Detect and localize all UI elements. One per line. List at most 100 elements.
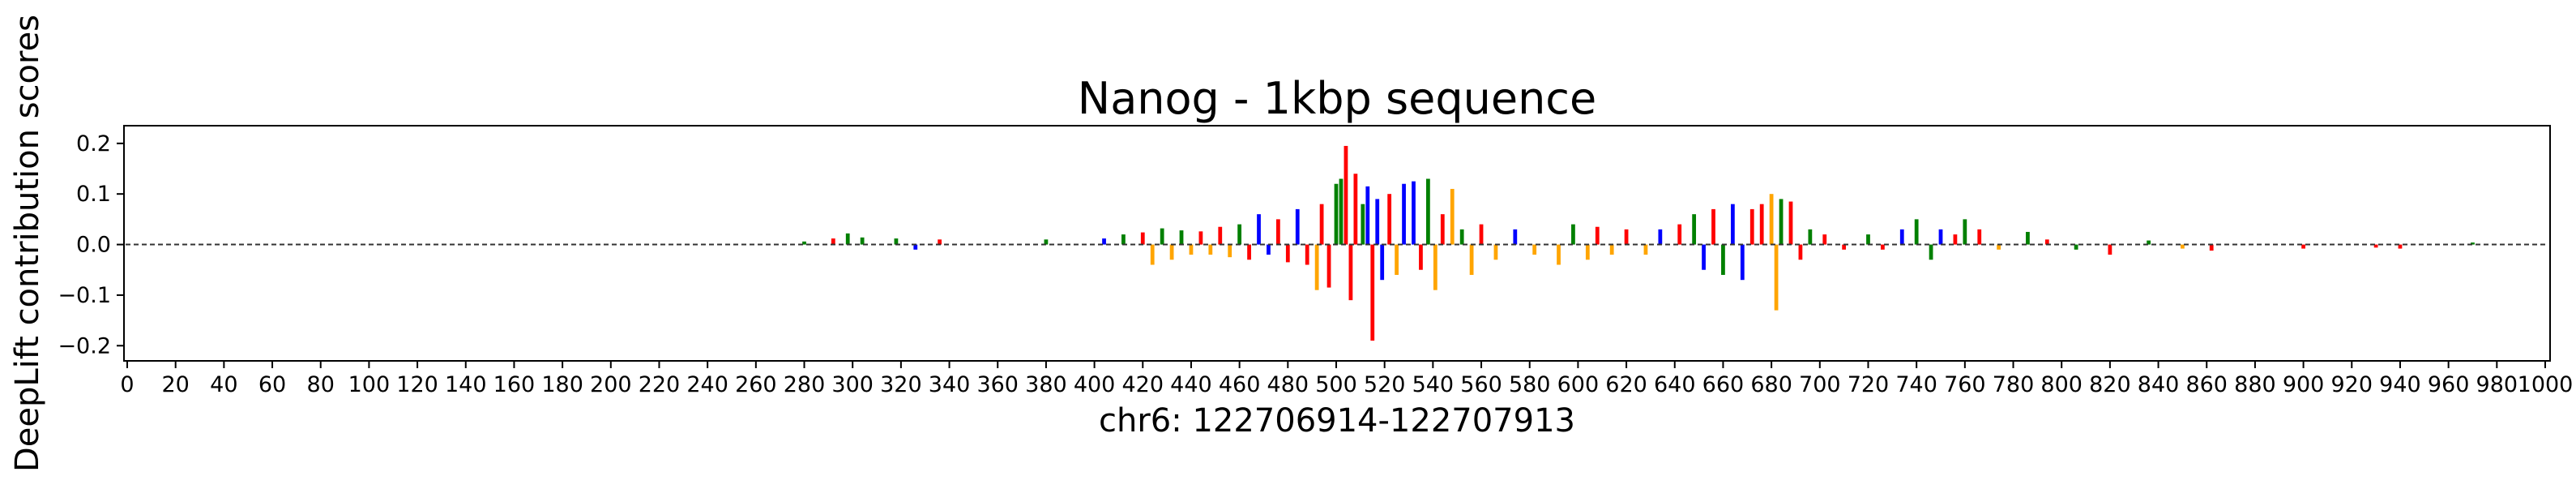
contribution-bar [1257, 214, 1261, 245]
contribution-bar [1880, 244, 1885, 250]
contribution-bar [1198, 231, 1203, 245]
contribution-bar [894, 238, 899, 245]
x-tick-label: 720 [1848, 372, 1890, 397]
contribution-bar [1759, 204, 1764, 245]
contribution-bar [2209, 244, 2214, 251]
contribution-bar [1228, 244, 1232, 258]
contribution-bar [1402, 183, 1406, 245]
x-tick-label: 300 [831, 372, 874, 397]
contribution-bar [1387, 194, 1392, 245]
contribution-bar [1334, 183, 1339, 245]
contribution-bar [1426, 178, 1430, 245]
x-tick-label: 660 [1702, 372, 1745, 397]
contribution-bar [2471, 242, 2475, 245]
contribution-bar [1532, 244, 1537, 255]
x-tick-label: 580 [1509, 372, 1551, 397]
x-tick-label: 920 [2331, 372, 2373, 397]
contribution-bar [1938, 229, 1943, 245]
contribution-bar [1571, 224, 1575, 245]
x-tick-label: 440 [1170, 372, 1212, 397]
x-tick-label: 1000 [2518, 372, 2574, 397]
x-tick-label: 480 [1267, 372, 1309, 397]
contribution-bar [1997, 244, 2001, 250]
contribution-bar [1624, 229, 1629, 245]
contribution-bar [1121, 234, 1126, 245]
contribution-bar [1339, 178, 1344, 245]
x-tick-label: 360 [976, 372, 1019, 397]
contribution-bar [1730, 204, 1735, 245]
contribution-bar [1469, 244, 1474, 275]
contribution-bar [1643, 244, 1648, 255]
contribution-bar [1044, 239, 1049, 245]
contribution-bar [1702, 244, 1706, 270]
x-tick-label: 240 [686, 372, 728, 397]
x-tick-label: 0 [120, 372, 134, 397]
x-tick-label: 560 [1460, 372, 1502, 397]
y-tick-label: 0.0 [76, 233, 111, 258]
contribution-bar [1774, 244, 1779, 311]
contribution-bar [2398, 244, 2403, 249]
contribution-bar [1779, 199, 1784, 245]
x-tick-label: 140 [445, 372, 487, 397]
x-tick-label: 520 [1364, 372, 1406, 397]
contribution-bar [1493, 244, 1498, 260]
bars-layer [802, 145, 2475, 341]
x-tick-label: 600 [1557, 372, 1600, 397]
contribution-bar [913, 244, 918, 250]
contribution-bar [1169, 244, 1174, 260]
contribution-bar [1208, 244, 1213, 255]
y-tick-label: −0.1 [58, 283, 111, 308]
contribution-bar [2147, 240, 2151, 245]
contribution-bar [1179, 230, 1184, 245]
x-tick-label: 980 [2476, 372, 2518, 397]
x-tick-label: 80 [307, 372, 335, 397]
contribution-bar [2044, 239, 2049, 245]
contribution-bar [1395, 244, 1399, 275]
contribution-bar [1658, 229, 1663, 245]
x-axis-label: chr6: 122706914-122707913 [1099, 402, 1575, 440]
x-tick-label: 540 [1412, 372, 1455, 397]
x-tick-label: 960 [2428, 372, 2470, 397]
x-tick-label: 20 [162, 372, 190, 397]
contribution-bar [1295, 208, 1300, 245]
x-axis: 0 20 40 60 80 100 120 140 160 180 200 220 240 260 280 3… [120, 361, 2573, 397]
contribution-bar [1557, 244, 1561, 265]
x-tick-label: 220 [639, 372, 681, 397]
contribution-bar [1808, 229, 1813, 245]
contribution-bar [1459, 229, 1464, 245]
contribution-bar [1412, 181, 1416, 245]
x-tick-label: 320 [880, 372, 922, 397]
contribution-bar [1749, 208, 1754, 245]
contribution-bar [1344, 145, 1348, 245]
contribution-bar [1740, 244, 1745, 281]
chart-title: Nanog - 1kbp sequence [1078, 73, 1596, 124]
y-tick-label: 0.2 [76, 131, 111, 157]
contribution-bar [1218, 226, 1223, 245]
contribution-bar [1788, 201, 1793, 245]
contribution-bar [1380, 244, 1385, 281]
contribution-bar [1319, 204, 1324, 245]
contribution-bar [1267, 244, 1271, 255]
contribution-bar [845, 233, 850, 245]
x-tick-label: 40 [210, 372, 237, 397]
y-axis-label: DeepLift contribution scores [9, 15, 46, 472]
contribution-bar [1326, 244, 1331, 288]
contribution-bar [1711, 208, 1715, 245]
x-tick-label: 200 [590, 372, 632, 397]
x-tick-label: 940 [2379, 372, 2421, 397]
contribution-bar [1866, 234, 1870, 245]
x-tick-label: 160 [493, 372, 536, 397]
x-tick-label: 100 [348, 372, 391, 397]
contribution-bar [2026, 231, 2030, 245]
contribution-bar [802, 241, 806, 245]
x-tick-label: 120 [396, 372, 438, 397]
y-axis: −0.2 −0.1 0.0 0.1 0.2 [58, 131, 124, 358]
contribution-bar [1189, 244, 1194, 255]
contribution-bar [938, 239, 942, 245]
contribution-bar [1479, 224, 1484, 245]
x-tick-label: 900 [2283, 372, 2325, 397]
x-tick-label: 420 [1122, 372, 1164, 397]
contribution-bar [1721, 244, 1725, 275]
x-tick-label: 180 [541, 372, 583, 397]
